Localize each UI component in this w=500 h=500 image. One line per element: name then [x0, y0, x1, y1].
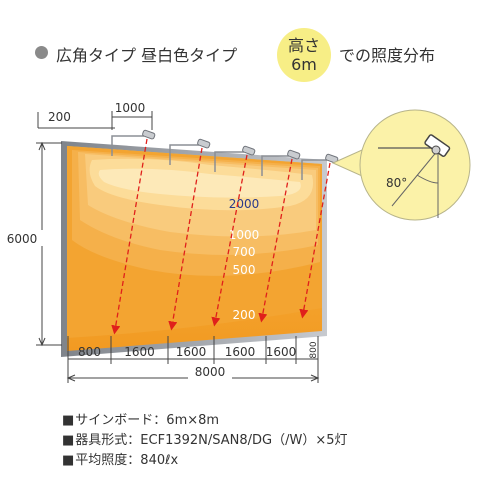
spec-average-illuminance: 平均照度：840ℓx: [62, 451, 348, 471]
beam-1: [111, 138, 148, 335]
height-badge-line1: 高さ: [287, 36, 320, 55]
fixture-arm: [111, 135, 144, 156]
contour-label-2000: 2000: [229, 197, 260, 211]
fixture-arm: [301, 159, 327, 180]
angle-label: 80°: [386, 176, 407, 190]
bottom-dimensions: 8000 800 1600 1600 1600 1600 800: [66, 336, 320, 383]
contour-label-200: 200: [233, 308, 256, 322]
spec-fixture-model: 器具形式：ECF1392N/SAN8/DG（/W）×5灯: [62, 431, 347, 451]
segment-label-4: 1600: [225, 345, 256, 359]
segment-label-3: 1600: [176, 345, 207, 359]
height-badge: 高さ 6m: [277, 28, 331, 82]
spacing-label: 1000: [115, 101, 146, 115]
title-bar: 広角タイプ 昼白色タイプ 高さ 6m での照度分布: [0, 0, 500, 90]
spec-sign-board: サインボード：6m×8m: [62, 411, 348, 431]
beam-5: [299, 162, 331, 319]
fixture-arm: [261, 155, 289, 176]
sign-board: [61, 141, 327, 357]
total-width-label: 8000: [195, 365, 226, 379]
contour-label-500: 500: [233, 263, 256, 277]
fixture-4-icon: [287, 149, 301, 160]
fixture-1-icon: [142, 129, 156, 140]
beam-4: [258, 158, 293, 323]
fixture-closeup-icon: [424, 134, 451, 157]
segment-label-2: 1600: [124, 345, 155, 359]
beam-2: [168, 147, 203, 331]
fixture-arm: [169, 144, 199, 165]
title-left-text: 広角タイプ 昼白色タイプ: [56, 46, 238, 65]
height-dimension: 6000: [4, 141, 62, 347]
contour-label-700: 700: [233, 245, 256, 259]
segment-label-1: 800: [78, 345, 101, 359]
fixture-2-icon: [197, 138, 211, 149]
angle-inset: 80°: [331, 109, 471, 221]
offset-label: 200: [48, 110, 71, 124]
segment-label-6: 800: [309, 341, 319, 358]
contour-band-peak: [98, 168, 301, 198]
height-label: 6000: [7, 232, 38, 246]
fixtures: [111, 129, 339, 335]
contour-label-1000: 1000: [229, 228, 260, 242]
offset-dimension: 200 1000: [37, 101, 153, 130]
illuminance-diagram: 2000 1000 700 500 200 6000 200 1000 8000…: [4, 101, 471, 383]
title-right-text: での照度分布: [339, 46, 436, 65]
beam-3: [211, 154, 248, 327]
height-badge-line2: 6m: [291, 55, 317, 74]
fixture-3-icon: [242, 145, 256, 156]
bullet-dot-icon: [35, 46, 48, 59]
fixture-arm: [214, 151, 244, 172]
specs-list: サインボード：6m×8m 器具形式：ECF1392N/SAN8/DG（/W）×5…: [62, 411, 348, 471]
segment-label-5: 1600: [266, 345, 297, 359]
